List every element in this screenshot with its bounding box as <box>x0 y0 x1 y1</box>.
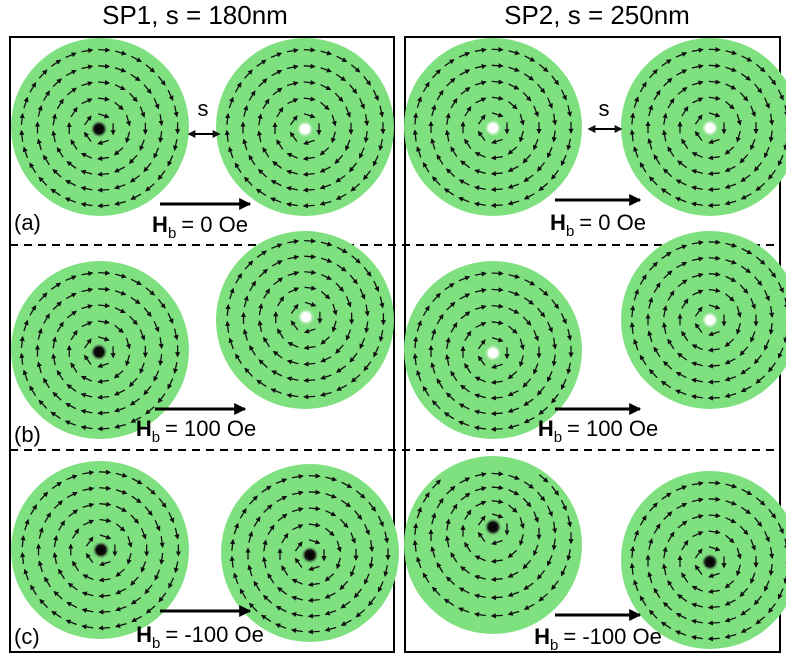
spin-arrow <box>709 381 720 382</box>
spin-arrow <box>709 189 720 190</box>
spin-arrow <box>709 483 720 484</box>
spin-arrow <box>492 597 503 598</box>
spin-arrow <box>709 398 720 399</box>
spin-arrow <box>304 241 315 242</box>
figure: SP1, s = 180nm SP2, s = 250nm s s (a) (b… <box>0 0 786 656</box>
spin-arrow <box>98 205 109 206</box>
spin-arrow <box>709 65 720 66</box>
field-subscript: b <box>168 225 176 242</box>
spin-arrow <box>492 273 503 274</box>
spacing-label: s <box>599 96 610 121</box>
spin-arrow <box>309 616 320 617</box>
spin-arrow <box>98 66 109 67</box>
vortex-core <box>297 308 315 326</box>
field-labels: Hb = 0 Oe Hb = 100 Oe Hb = -100 Oe Hb = 0 Oe Hb =… <box>136 200 662 654</box>
spin-arrow <box>709 49 720 50</box>
spin-arrow <box>304 66 315 67</box>
spin-arrow <box>98 50 109 51</box>
spin-arrow <box>304 256 315 257</box>
spin-arrow <box>709 638 720 639</box>
field-subscript: b <box>152 635 160 652</box>
field-symbol: H <box>538 416 554 441</box>
vortex-core <box>296 120 314 138</box>
spin-arrow <box>99 611 110 612</box>
spin-arrow <box>492 429 503 430</box>
field-subscript: b <box>554 429 562 446</box>
panel-label: (a) <box>14 210 41 235</box>
vortex-core <box>484 119 502 137</box>
spin-arrow <box>492 189 503 190</box>
spin-arrow <box>98 428 109 429</box>
field-value: = 0 Oe <box>181 212 248 237</box>
spin-arrow <box>309 492 320 493</box>
spin-arrow <box>309 476 320 477</box>
spin-arrow <box>709 623 720 624</box>
field-symbol: H <box>136 416 152 441</box>
spin-arrow <box>99 472 110 473</box>
field-value: = -100 Oe <box>165 622 263 647</box>
spin-arrow <box>99 628 110 629</box>
spin-arrow <box>99 488 110 489</box>
disk <box>404 456 582 634</box>
field-label: Hb = 0 Oe <box>550 210 646 240</box>
field-label: Hb = 100 Oe <box>538 416 658 446</box>
field-symbol: H <box>550 210 566 235</box>
field-symbol: H <box>152 212 168 237</box>
spin-arrow <box>98 413 109 414</box>
spin-arrow <box>492 65 503 66</box>
column-title: SP2, s = 250nm <box>504 0 690 30</box>
field-label: Hb = 0 Oe <box>152 212 248 242</box>
field-value: = 0 Oe <box>579 210 646 235</box>
field-label: Hb = -100 Oe <box>534 624 662 654</box>
spin-arrow <box>492 205 503 206</box>
vortex-core <box>701 553 719 571</box>
field-value: = 100 Oe <box>567 416 658 441</box>
field-subscript: b <box>566 223 574 240</box>
spin-arrow <box>304 190 315 191</box>
vortex-core <box>484 344 502 362</box>
field-value: = 100 Oe <box>165 416 256 441</box>
spin-arrow <box>304 396 315 397</box>
spin-arrow <box>304 380 315 381</box>
vortex-core <box>701 311 719 329</box>
panel-label: (c) <box>14 624 40 649</box>
spin-arrow <box>492 413 503 414</box>
field-subscript: b <box>152 429 160 446</box>
spin-arrow <box>304 205 315 206</box>
vortex-core <box>484 518 502 536</box>
spin-arrow <box>492 473 503 474</box>
vortex-core <box>90 343 108 361</box>
spin-arrow <box>492 49 503 50</box>
spin-arrow <box>98 190 109 191</box>
vortex-core <box>301 546 319 564</box>
spacing-label: s <box>198 96 209 121</box>
field-symbol: H <box>136 622 152 647</box>
spin-arrow <box>98 289 109 290</box>
spin-arrow <box>309 631 320 632</box>
spin-arrow <box>709 499 720 500</box>
column-title: SP1, s = 180nm <box>102 0 288 30</box>
vortex-core <box>92 541 110 559</box>
vortex-core <box>90 120 108 138</box>
disks <box>11 38 786 649</box>
field-value: = -100 Oe <box>563 624 661 649</box>
spin-arrow <box>492 289 503 290</box>
spin-arrow <box>709 242 720 243</box>
spin-arrow <box>98 273 109 274</box>
panel-label: (b) <box>14 422 41 447</box>
spin-arrow <box>709 258 720 259</box>
spin-arrow <box>492 615 503 616</box>
spin-arrow <box>304 50 315 51</box>
field-label: Hb = -100 Oe <box>136 622 264 652</box>
field-symbol: H <box>534 624 550 649</box>
spin-arrow <box>709 205 720 206</box>
vortex-core <box>701 119 719 137</box>
field-subscript: b <box>550 637 558 654</box>
